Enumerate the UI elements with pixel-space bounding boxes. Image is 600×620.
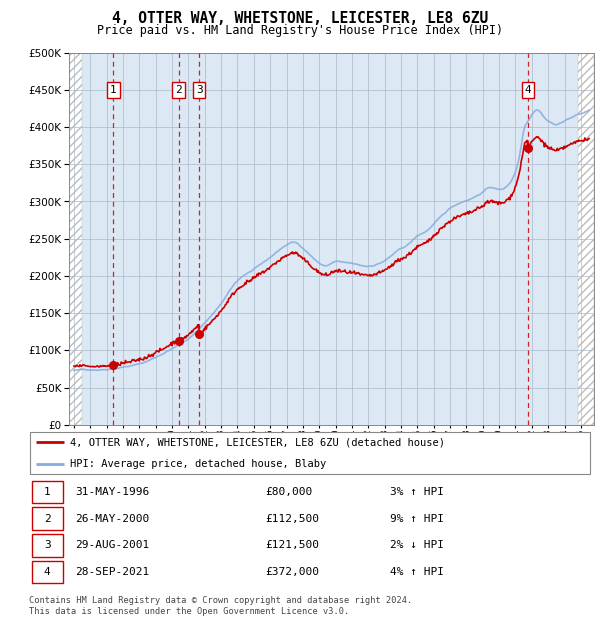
Text: 2% ↓ HPI: 2% ↓ HPI [390, 540, 444, 551]
Text: 3% ↑ HPI: 3% ↑ HPI [390, 487, 444, 497]
Text: 4, OTTER WAY, WHETSTONE, LEICESTER, LE8 6ZU (detached house): 4, OTTER WAY, WHETSTONE, LEICESTER, LE8 … [70, 437, 445, 447]
Text: 4, OTTER WAY, WHETSTONE, LEICESTER, LE8 6ZU: 4, OTTER WAY, WHETSTONE, LEICESTER, LE8 … [112, 11, 488, 26]
Text: 28-SEP-2021: 28-SEP-2021 [75, 567, 149, 577]
Text: 31-MAY-1996: 31-MAY-1996 [75, 487, 149, 497]
Text: 9% ↑ HPI: 9% ↑ HPI [390, 513, 444, 524]
Text: 4: 4 [44, 567, 50, 577]
FancyBboxPatch shape [32, 507, 63, 530]
Text: 3: 3 [44, 540, 50, 551]
Text: 2: 2 [175, 85, 182, 95]
Text: 1: 1 [110, 85, 117, 95]
Text: Contains HM Land Registry data © Crown copyright and database right 2024.
This d: Contains HM Land Registry data © Crown c… [29, 596, 412, 616]
Text: £112,500: £112,500 [265, 513, 319, 524]
Text: £121,500: £121,500 [265, 540, 319, 551]
FancyBboxPatch shape [32, 560, 63, 583]
Text: 29-AUG-2001: 29-AUG-2001 [75, 540, 149, 551]
Text: 4% ↑ HPI: 4% ↑ HPI [390, 567, 444, 577]
Text: HPI: Average price, detached house, Blaby: HPI: Average price, detached house, Blab… [70, 459, 326, 469]
FancyBboxPatch shape [30, 432, 590, 474]
Text: Price paid vs. HM Land Registry's House Price Index (HPI): Price paid vs. HM Land Registry's House … [97, 24, 503, 37]
Text: £372,000: £372,000 [265, 567, 319, 577]
FancyBboxPatch shape [32, 480, 63, 503]
Text: 2: 2 [44, 513, 50, 524]
Text: 4: 4 [524, 85, 531, 95]
Text: 3: 3 [196, 85, 203, 95]
Text: 26-MAY-2000: 26-MAY-2000 [75, 513, 149, 524]
Text: £80,000: £80,000 [265, 487, 313, 497]
Text: 1: 1 [44, 487, 50, 497]
FancyBboxPatch shape [32, 534, 63, 557]
